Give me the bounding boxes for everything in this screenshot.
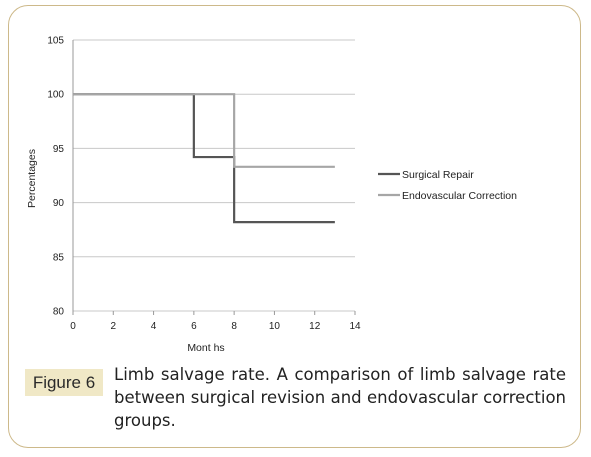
legend-label: Surgical Repair: [402, 169, 474, 181]
x-tick-label: 14: [349, 321, 361, 332]
y-axis-title: Percentages: [26, 149, 38, 208]
series-line-endovascular-correction: [73, 93, 335, 168]
x-tick-label: 8: [231, 321, 237, 332]
y-tick-label: 90: [53, 198, 65, 209]
y-tick-label: 105: [47, 36, 64, 47]
axes-layer: 80 85 90 95 100 105 0 2 4 6 8 10 12 14: [47, 36, 361, 333]
figure-label: Figure 6: [25, 369, 103, 396]
x-tick-label: 2: [111, 321, 117, 332]
legend-label: Endovascular Correction: [402, 190, 517, 202]
x-axis-title: Mont hs: [187, 342, 224, 354]
y-tick-label: 80: [53, 307, 65, 318]
series-layer: [73, 93, 335, 224]
y-tick-label: 95: [53, 144, 65, 155]
y-tick-label: 100: [47, 90, 64, 101]
grid-layer: [73, 39, 355, 312]
x-tick-label: 12: [309, 321, 321, 332]
figure-caption: Limb salvage rate. A comparison of limb …: [114, 365, 566, 430]
x-tick-label: 0: [70, 321, 76, 332]
legend: Surgical Repair Endovascular Correction: [378, 169, 517, 202]
x-tick-label: 10: [269, 321, 281, 332]
x-tick-label: 4: [151, 321, 157, 332]
x-tick-label: 6: [191, 321, 197, 332]
figure-frame: [8, 5, 581, 448]
y-tick-label: 85: [53, 252, 65, 263]
